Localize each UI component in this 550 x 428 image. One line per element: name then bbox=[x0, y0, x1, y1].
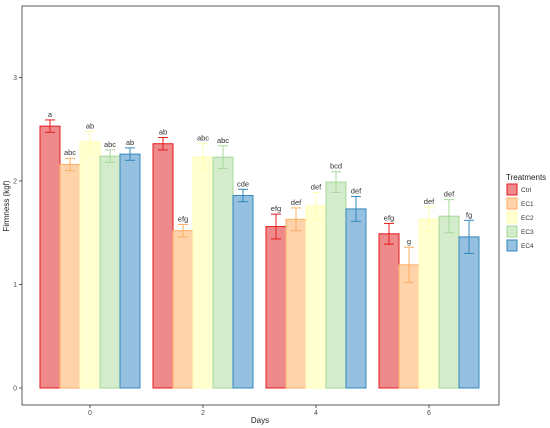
error-bar-ec4-day-2 bbox=[238, 188, 248, 203]
error-bar-ec2-day-2 bbox=[198, 143, 208, 172]
significance-label: def bbox=[444, 190, 455, 199]
legend-swatch bbox=[506, 239, 518, 252]
y-tick-label: 0 bbox=[13, 386, 17, 393]
y-tick-label: 3 bbox=[13, 75, 17, 82]
bar-ec4-day-2 bbox=[232, 194, 254, 389]
legend-swatch bbox=[506, 211, 518, 224]
error-bar-ec2-day-6 bbox=[424, 206, 434, 233]
legend-label: EC3 bbox=[521, 229, 534, 236]
bar-ec3-day-0 bbox=[99, 155, 121, 389]
legend-swatch bbox=[506, 197, 518, 210]
error-bar-ctrl-day-2 bbox=[158, 137, 168, 151]
bar-ec1-day-6 bbox=[398, 264, 420, 389]
legend-swatch bbox=[506, 225, 518, 238]
error-bar-ec1-day-6 bbox=[404, 246, 414, 283]
significance-label: efg bbox=[178, 214, 188, 223]
legend-label: EC4 bbox=[521, 243, 534, 250]
error-bar-ec3-day-4 bbox=[331, 171, 341, 193]
significance-label: def bbox=[351, 187, 362, 196]
legend-label: EC1 bbox=[521, 201, 534, 208]
significance-label: efg bbox=[271, 204, 281, 213]
error-bar-ec2-day-0 bbox=[85, 130, 95, 153]
error-bar-ctrl-day-6 bbox=[384, 222, 394, 245]
legend-item-ec2: EC2 bbox=[506, 211, 534, 224]
bar-ec4-day-0 bbox=[119, 153, 141, 389]
bar-ctrl-day-2 bbox=[152, 143, 174, 389]
bar-ec1-day-2 bbox=[172, 230, 194, 389]
significance-label: abc bbox=[64, 148, 76, 157]
legend-item-ctrl: Ctrl bbox=[506, 183, 532, 196]
error-bar-ec2-day-4 bbox=[311, 191, 321, 220]
error-bar-ec4-day-0 bbox=[125, 147, 135, 161]
x-tick-label: 6 bbox=[427, 410, 431, 417]
legend: Treatments Ctrl EC1 EC2 EC3 EC4 bbox=[506, 173, 546, 252]
significance-label: efg bbox=[384, 213, 394, 222]
legend-item-ec4: EC4 bbox=[506, 239, 534, 252]
legend-label: EC2 bbox=[521, 215, 534, 222]
bar-ec2-day-6 bbox=[418, 218, 440, 389]
bar-ec4-day-4 bbox=[345, 208, 367, 389]
error-bar-ec4-day-6 bbox=[464, 219, 474, 254]
significance-label: bcd bbox=[330, 162, 342, 171]
significance-label: abc bbox=[104, 140, 116, 149]
y-axis: 0 1 2 3 bbox=[13, 75, 22, 393]
significance-label: ab bbox=[86, 121, 94, 130]
significance-label: abc bbox=[217, 136, 229, 145]
error-bar-ctrl-day-0 bbox=[45, 119, 55, 133]
error-bar-ec1-day-4 bbox=[291, 207, 301, 232]
significance-label: g bbox=[407, 237, 411, 246]
legend-swatch bbox=[506, 183, 518, 196]
bar-ctrl-day-6 bbox=[378, 233, 400, 389]
significance-label: ab bbox=[159, 128, 167, 137]
error-bar-ec4-day-4 bbox=[351, 196, 361, 222]
y-axis-title: Firmness (kgf) bbox=[2, 180, 11, 231]
error-bar-ctrl-day-4 bbox=[271, 213, 281, 240]
significance-label: cde bbox=[237, 179, 249, 188]
bar-ctrl-day-0 bbox=[39, 125, 61, 389]
significance-label: def bbox=[311, 182, 322, 191]
x-tick-label: 2 bbox=[201, 410, 205, 417]
significance-label: def bbox=[424, 197, 435, 206]
legend-item-ec1: EC1 bbox=[506, 197, 534, 210]
bar-ec4-day-6 bbox=[458, 236, 480, 389]
significance-label: def bbox=[291, 198, 302, 207]
legend-item-ec3: EC3 bbox=[506, 225, 534, 238]
significance-label: fg bbox=[466, 210, 472, 219]
bar-ec3-day-2 bbox=[212, 156, 234, 389]
error-bar-ec3-day-0 bbox=[105, 149, 115, 163]
significance-label: a bbox=[48, 110, 53, 119]
y-tick-label: 2 bbox=[13, 179, 17, 186]
x-axis-title: Days bbox=[251, 416, 269, 425]
bar-ctrl-day-4 bbox=[265, 226, 287, 389]
error-bar-ec1-day-2 bbox=[178, 223, 188, 238]
error-bar-ec1-day-0 bbox=[65, 157, 75, 172]
bar-ec3-day-4 bbox=[325, 181, 347, 389]
bar-ec3-day-6 bbox=[438, 215, 460, 389]
bar-ec1-day-4 bbox=[285, 218, 307, 389]
x-tick-label: 4 bbox=[314, 410, 318, 417]
error-bar-ec3-day-6 bbox=[444, 199, 454, 234]
bar-ec2-day-4 bbox=[305, 205, 327, 389]
x-tick-label: 0 bbox=[88, 410, 92, 417]
y-tick-label: 1 bbox=[13, 282, 17, 289]
bar-ec2-day-0 bbox=[79, 141, 101, 389]
legend-label: Ctrl bbox=[521, 187, 532, 194]
significance-label: ab bbox=[126, 138, 134, 147]
legend-title: Treatments bbox=[506, 173, 546, 182]
significance-label: abc bbox=[197, 134, 209, 143]
error-bar-ec3-day-2 bbox=[218, 145, 228, 170]
x-axis: 0 2 4 6 bbox=[88, 405, 431, 417]
bar-ec1-day-0 bbox=[59, 163, 81, 389]
bar-ec2-day-2 bbox=[192, 156, 214, 389]
